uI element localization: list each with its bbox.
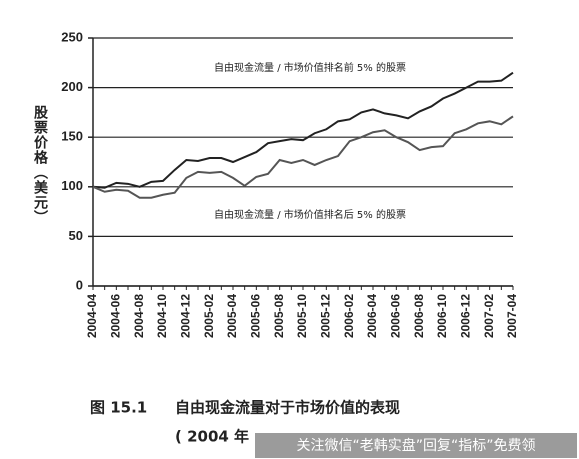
y-tick-label: 0 bbox=[76, 277, 83, 292]
y-tick-label: 50 bbox=[69, 228, 83, 243]
x-tick-label: 2005-10 bbox=[295, 294, 309, 338]
caption-number: 图 15.1 bbox=[90, 399, 147, 417]
x-tick-label: 2006-12 bbox=[459, 294, 473, 338]
x-tick-label: 2006-08 bbox=[412, 294, 426, 338]
annotation: 自由现金流量 / 市场价值排名前 5% 的股票 bbox=[214, 61, 406, 74]
caption-title: 自由现金流量对于市场价值的表现 bbox=[175, 399, 400, 417]
x-tick-label: 2004-08 bbox=[132, 294, 146, 338]
x-tick-label: 2005-06 bbox=[249, 294, 263, 338]
series-line bbox=[92, 71, 514, 189]
y-tick-label: 250 bbox=[61, 29, 83, 44]
x-tick-label: 2007-02 bbox=[482, 294, 496, 338]
x-tick-label: 2006-06 bbox=[389, 294, 403, 338]
x-tick-label: 2006-02 bbox=[342, 294, 356, 338]
x-tick-label: 2005-12 bbox=[319, 294, 333, 338]
x-tick-label: 2004-10 bbox=[155, 294, 169, 338]
x-tick-label: 2005-08 bbox=[272, 294, 286, 338]
x-tick-label: 2004-04 bbox=[85, 294, 99, 338]
x-tick-label: 2007-04 bbox=[505, 294, 519, 338]
caption-line2: ( 2004 年 bbox=[175, 428, 249, 446]
watermark: 关注微信“老韩实盘”回复“指标”免费领 bbox=[296, 437, 535, 454]
series-line bbox=[92, 115, 514, 199]
x-tick-label: 2006-10 bbox=[435, 294, 449, 338]
annotation: 自由现金流量 / 市场价值排名后 5% 的股票 bbox=[214, 208, 406, 221]
y-tick-label: 100 bbox=[61, 178, 83, 193]
y-axis-label: 股票价格（美元） bbox=[32, 105, 49, 225]
watermark-bg bbox=[255, 433, 577, 458]
y-tick-label: 150 bbox=[61, 129, 83, 144]
x-tick-label: 2006-04 bbox=[365, 294, 379, 338]
x-tick-label: 2005-04 bbox=[225, 294, 239, 338]
x-tick-label: 2004-12 bbox=[179, 294, 193, 338]
x-tick-label: 2005-02 bbox=[202, 294, 216, 338]
y-tick-label: 200 bbox=[61, 79, 83, 94]
x-tick-label: 2004-06 bbox=[109, 294, 123, 338]
